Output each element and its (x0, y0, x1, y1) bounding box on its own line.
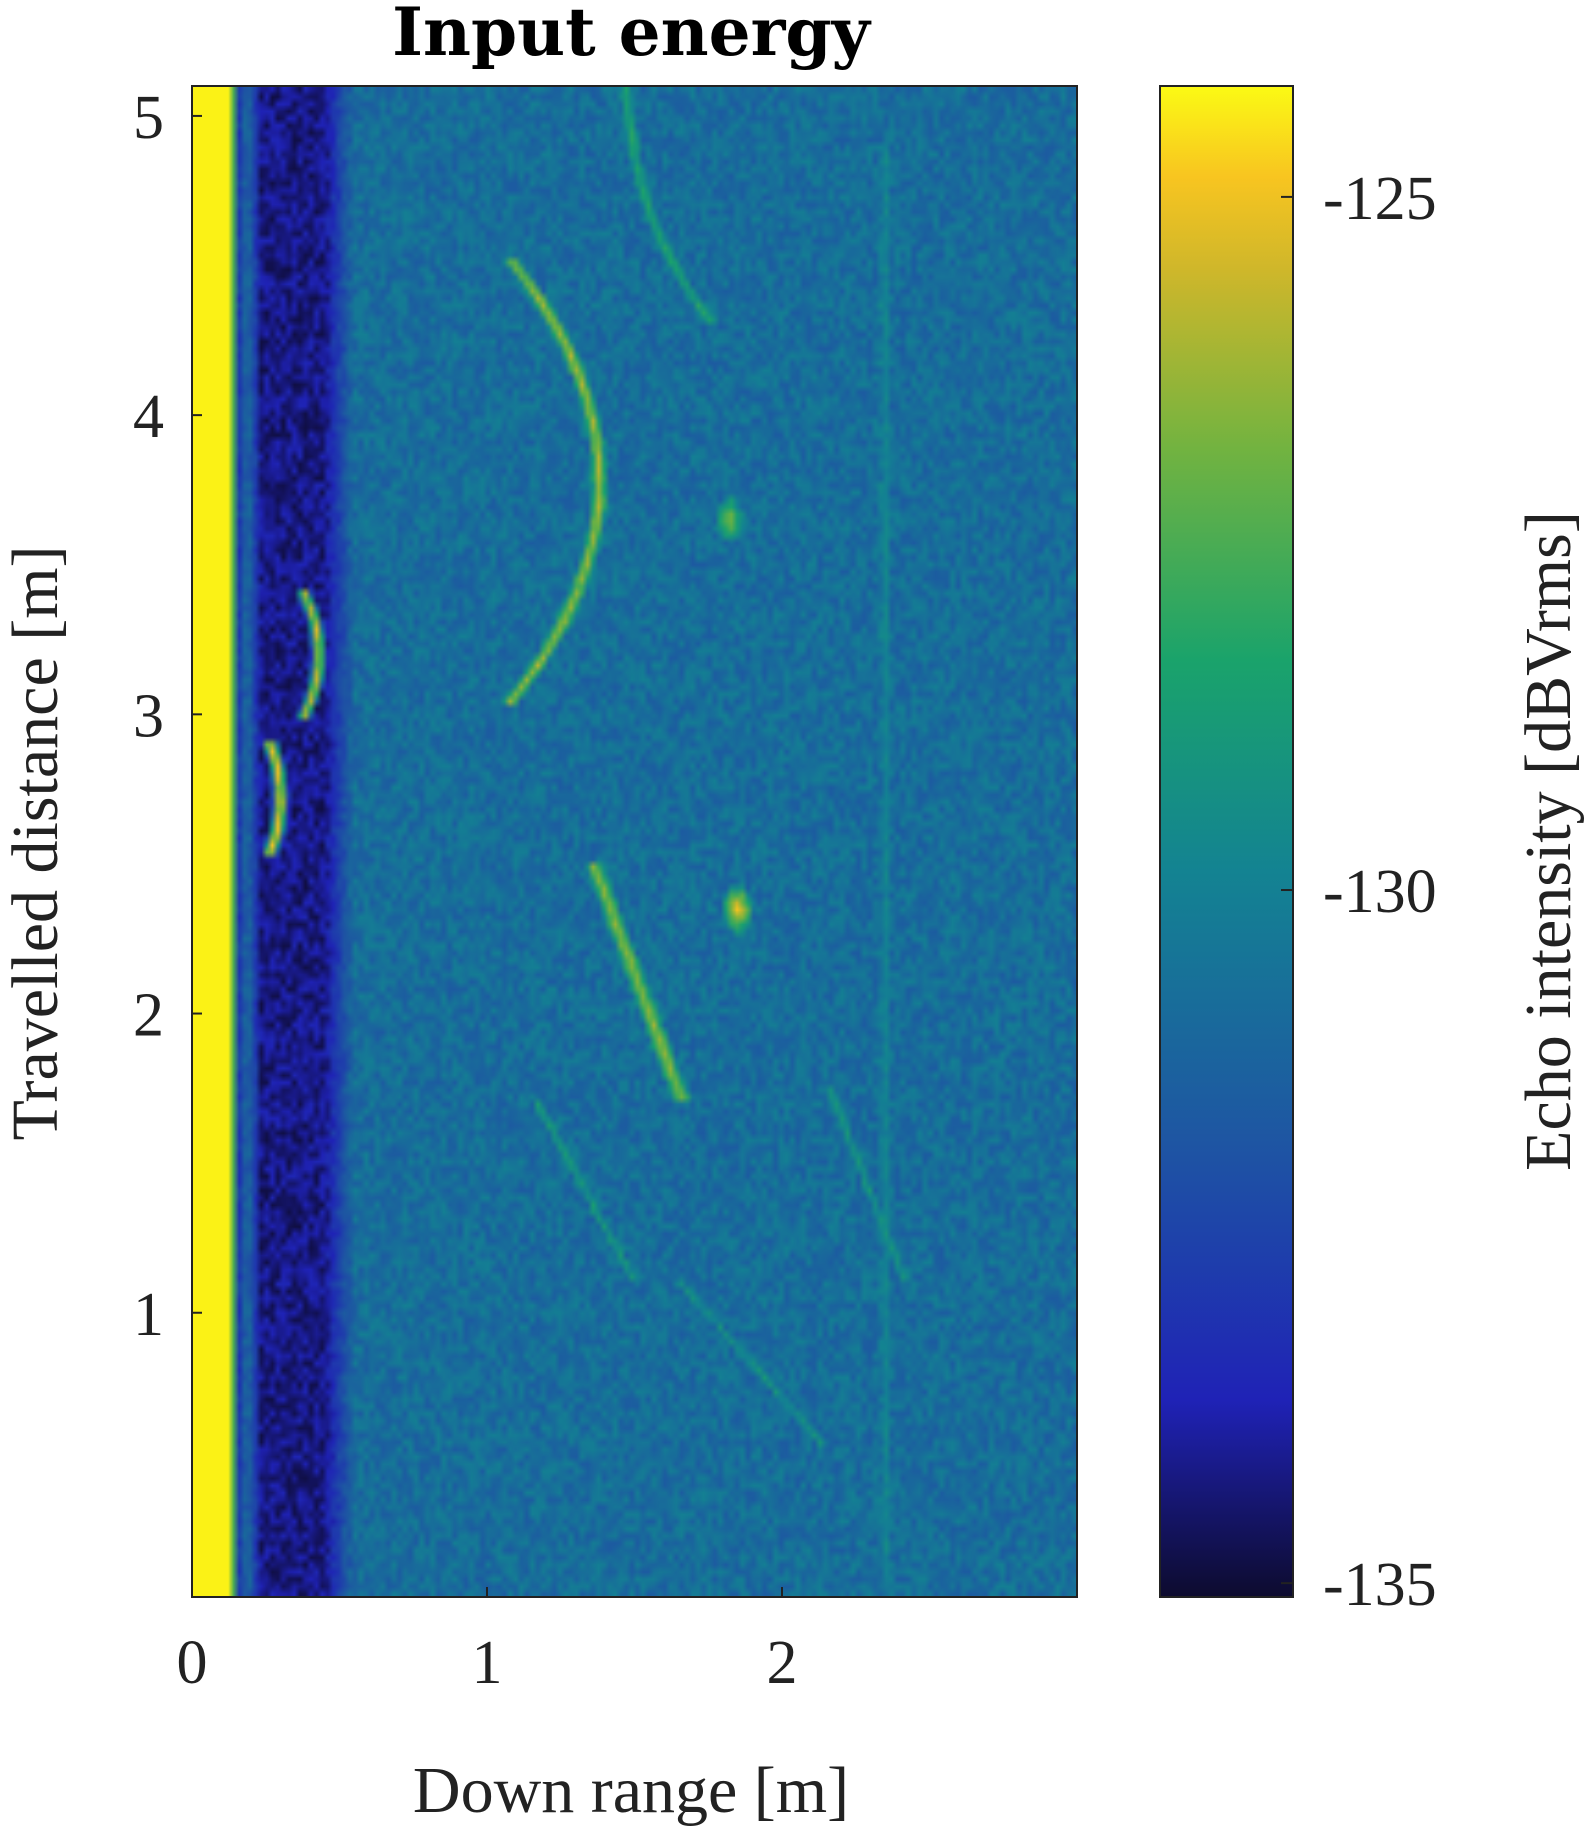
y-tick-label: 4 (133, 383, 164, 451)
heatmap-image (192, 86, 1077, 1597)
x-axis-ticks: 0 1 2 (177, 1587, 798, 1697)
colorbar-tick-label: -135 (1323, 1551, 1437, 1619)
plot-frame (191, 85, 1078, 1598)
x-tick-label: 0 (177, 1629, 208, 1697)
y-tick-label: 2 (133, 982, 164, 1050)
heatmap-plot-area (192, 86, 1077, 1597)
y-axis-label: Travelled distance [m] (0, 545, 72, 1140)
colorbar-tick-label: -125 (1323, 165, 1437, 233)
chart-title: Input energy (392, 0, 871, 71)
colorbar-tick-label: -130 (1323, 858, 1437, 926)
colorbar (1159, 85, 1294, 1598)
y-tick-label: 3 (133, 682, 164, 750)
colorbar-label: Echo intensity [dBVrms] (1512, 511, 1585, 1171)
y-axis-ticks: 1 2 3 4 5 (133, 84, 202, 1349)
x-tick-label: 2 (767, 1629, 798, 1697)
x-axis-label: Down range [m] (413, 1754, 849, 1827)
x-tick-label: 1 (472, 1629, 503, 1697)
y-tick-label: 1 (133, 1281, 164, 1349)
colorbar-ticks: -125 -130 -135 (1281, 165, 1437, 1619)
y-tick-label: 5 (133, 84, 164, 152)
